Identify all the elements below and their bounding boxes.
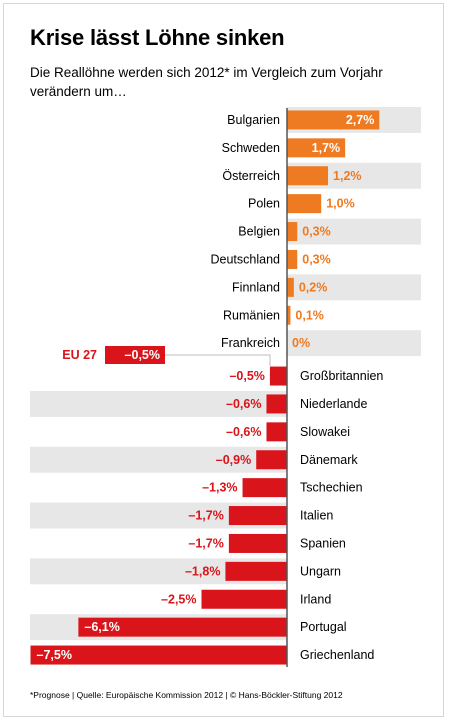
category-labels: Bulgarien Schweden Österreich Polen Belgien D… <box>211 113 384 662</box>
stripe-daenemark <box>30 446 287 473</box>
category-label-frankreich: Frankreich <box>221 336 280 350</box>
value-label-polen: 1,0% <box>326 197 355 211</box>
value-label-grossbritannien: –0,5% <box>229 369 264 383</box>
category-label-rumaenien: Rumänien <box>223 308 280 322</box>
stripe-belgien <box>287 218 421 245</box>
bar-tschechien <box>242 478 287 498</box>
bar-grossbritannien <box>269 366 287 386</box>
bar-schweden <box>287 138 346 158</box>
value-label-oesterreich: 1,2% <box>333 169 362 183</box>
bar-spanien <box>228 533 287 553</box>
bar-rumaenien <box>287 305 291 325</box>
category-label-finnland: Finnland <box>232 280 280 294</box>
value-label-finnland: 0,2% <box>299 280 328 294</box>
category-label-italien: Italien <box>300 509 333 523</box>
category-label-tschechien: Tschechien <box>300 481 363 495</box>
value-label-schweden: 1,7% <box>312 141 341 155</box>
category-label-niederlande: Niederlande <box>300 397 367 411</box>
bar-ungarn <box>225 561 287 581</box>
category-label-irland: Irland <box>300 592 331 606</box>
category-label-oesterreich: Österreich <box>222 169 280 183</box>
category-label-schweden: Schweden <box>222 141 280 155</box>
value-label-belgien: 0,3% <box>302 225 331 239</box>
eu27-value: –0,5% <box>125 348 160 362</box>
bar-belgien <box>287 222 298 242</box>
value-label-slowakei: –0,6% <box>226 425 261 439</box>
chart-title: Krise lässt Löhne sinken <box>30 25 285 50</box>
bar-bulgarien <box>287 110 380 130</box>
bar-finnland <box>287 277 294 297</box>
bar-italien <box>228 506 287 526</box>
value-label-daenemark: –0,9% <box>216 453 251 467</box>
bar-portugal <box>78 617 287 637</box>
category-label-belgien: Belgien <box>238 225 280 239</box>
category-label-polen: Polen <box>248 197 280 211</box>
value-label-ungarn: –1,8% <box>185 564 220 578</box>
category-label-bulgarien: Bulgarien <box>227 113 280 127</box>
category-label-daenemark: Dänemark <box>300 453 358 467</box>
category-label-spanien: Spanien <box>300 536 346 550</box>
value-labels: 2,7%1,7%1,2%1,0%0,3%0,3%0,2%0,1%0%–0,5%–… <box>37 113 375 662</box>
category-label-deutschland: Deutschland <box>211 252 281 266</box>
value-label-tschechien: –1,3% <box>202 481 237 495</box>
bars <box>30 110 380 665</box>
stripe-niederlande <box>30 391 287 417</box>
value-label-deutschland: 0,3% <box>302 252 331 266</box>
value-label-bulgarien: 2,7% <box>346 113 375 127</box>
bar-polen <box>287 194 322 214</box>
value-label-italien: –1,7% <box>188 509 223 523</box>
category-label-portugal: Portugal <box>300 620 347 634</box>
chart-subtitle: Die Reallöhne werden sich 2012* im Vergl… <box>30 65 383 99</box>
value-label-spanien: –1,7% <box>188 536 223 550</box>
stripe-frankreich <box>287 330 421 357</box>
category-label-grossbritannien: Großbritannien <box>300 369 383 383</box>
category-label-ungarn: Ungarn <box>300 564 341 578</box>
value-label-rumaenien: 0,1% <box>295 308 324 322</box>
eu27-label: EU 27 <box>62 348 97 362</box>
value-label-portugal: –6,1% <box>84 620 119 634</box>
bar-deutschland <box>287 249 298 269</box>
eu27-connector <box>165 354 271 366</box>
bar-irland <box>201 589 287 609</box>
eu27-bar <box>105 346 165 364</box>
bar-griechenland <box>30 645 287 665</box>
value-label-niederlande: –0,6% <box>226 397 261 411</box>
bar-daenemark <box>256 450 287 470</box>
value-label-griechenland: –7,5% <box>37 648 72 662</box>
bar-oesterreich <box>287 166 329 186</box>
footnote: *Prognose | Quelle: Europäische Kommissi… <box>30 690 343 700</box>
stripe-finnland <box>287 274 421 301</box>
category-label-griechenland: Griechenland <box>300 648 374 662</box>
value-label-frankreich: 0% <box>292 336 310 350</box>
category-label-slowakei: Slowakei <box>300 425 350 439</box>
eu27-annotation: –0,5% EU 27 <box>62 346 271 366</box>
bar-niederlande <box>266 394 287 414</box>
bar-slowakei <box>266 422 287 442</box>
value-label-irland: –2,5% <box>161 592 196 606</box>
